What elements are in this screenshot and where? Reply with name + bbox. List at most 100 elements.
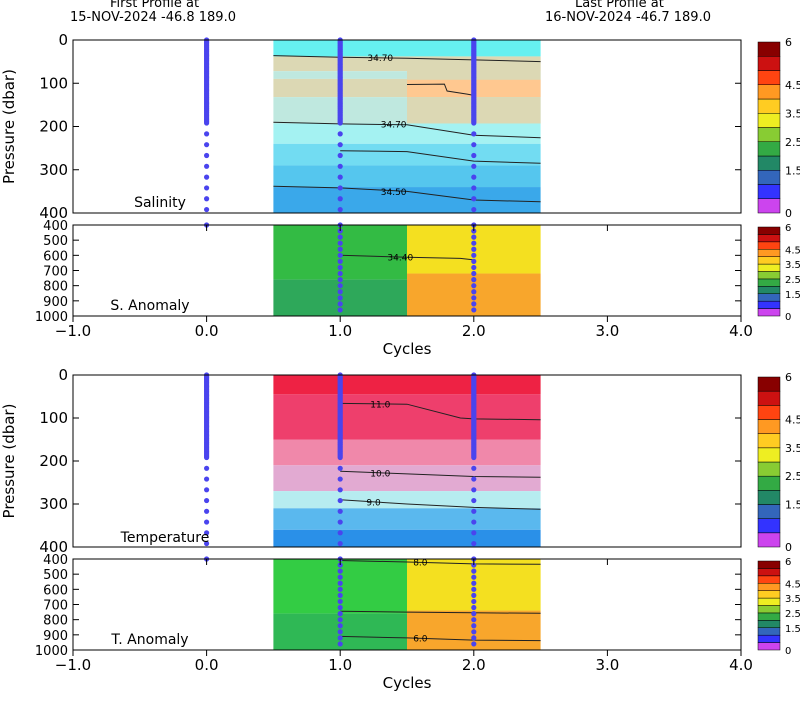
profile-dot	[337, 174, 343, 180]
contour-line	[340, 254, 474, 261]
colorbar-cell	[757, 447, 781, 463]
contour-line	[273, 185, 541, 203]
colorbar-tick-label: 0	[785, 207, 792, 220]
profile-dot	[337, 604, 343, 611]
x-tick-label: 2.0	[462, 322, 486, 340]
colorbar-tick-label: 3.5	[785, 107, 800, 120]
colorbar-tick-label: 2.5	[785, 470, 800, 483]
colorbar-cell	[757, 141, 781, 157]
profile-dot	[471, 586, 477, 592]
last-profile-title: Last Profile at	[575, 0, 664, 11]
colorbar-cell	[757, 575, 781, 584]
contour-label: 6.0	[413, 634, 428, 644]
colorbar-cell	[757, 170, 781, 185]
contour-line	[340, 560, 541, 565]
x-tick-label: −1.0	[55, 656, 91, 674]
colorbar-cell	[757, 263, 781, 272]
colorbar-cell	[757, 532, 781, 548]
profile-dot	[337, 641, 343, 647]
colorbar-cell	[757, 475, 781, 491]
y-tick-label: 400	[39, 538, 68, 556]
profile-dot	[337, 252, 343, 258]
profile-dot	[204, 131, 210, 137]
profile-dot	[471, 142, 477, 148]
contour-label: 8.0	[413, 559, 428, 569]
profile-dot	[337, 142, 343, 148]
y-tick-label: 1000	[35, 644, 68, 659]
colorbar-cell	[757, 249, 781, 257]
colorbar-cell	[757, 583, 781, 591]
colorbar-tick-label: 6	[785, 36, 792, 49]
profile-dot	[471, 530, 477, 536]
profile-dot	[337, 185, 343, 191]
profile-dot	[471, 568, 477, 574]
color-band	[273, 465, 541, 492]
profile-dot	[337, 598, 343, 605]
profile-dot	[337, 295, 343, 301]
colorbar-cell	[757, 376, 781, 392]
colorbar-cell	[757, 390, 781, 406]
profile-dot	[204, 196, 210, 202]
colorbar-cell	[757, 504, 781, 519]
y-tick-label: 800	[43, 614, 68, 629]
colorbar-cell	[757, 300, 781, 309]
profile-dot	[471, 497, 477, 504]
profile-dot	[471, 240, 477, 246]
profile-dot	[204, 120, 210, 126]
profile-dot	[337, 497, 343, 504]
colorbar-tick-label: 1.5	[785, 499, 800, 512]
colorbar-cell	[757, 198, 781, 214]
last-profile-info: 16-NOV-2024 -46.7 189.0	[545, 10, 711, 25]
profile-dot	[471, 540, 477, 547]
x-tick-label: 0.0	[195, 656, 219, 674]
y-tick-label: 700	[43, 599, 68, 614]
contour-label: 9.0	[366, 498, 381, 508]
colorbar-tick-label: 0	[785, 646, 791, 657]
profile-dot	[337, 611, 343, 617]
profile-dot	[471, 196, 477, 202]
profile-dot	[204, 454, 210, 461]
y-axis-label: Pressure (dbar)	[0, 404, 18, 519]
colorbar-tick-label: 4.5	[785, 414, 800, 427]
colorbar-cell	[757, 98, 781, 114]
profile-dot	[471, 277, 477, 283]
profile-dot	[204, 206, 210, 213]
colorbar-tick-label: 4.5	[785, 79, 800, 92]
colorbar-cell	[757, 612, 781, 621]
contour-line	[340, 635, 541, 642]
colorbar-tick-label: 1.5	[785, 290, 800, 301]
contour-label: 10.0	[370, 470, 390, 480]
profile-dot	[471, 246, 477, 252]
profile-dot	[471, 623, 477, 629]
contour-line	[340, 150, 541, 164]
profile-dot	[337, 264, 343, 271]
profile-dot	[471, 120, 477, 126]
profile-dot	[337, 152, 343, 159]
profile-dot	[471, 611, 477, 617]
colorbar-tick-label: 2.5	[785, 609, 800, 620]
profile-dot	[471, 635, 477, 641]
colorbar-cell	[757, 560, 781, 569]
contour-label: 34.50	[381, 188, 407, 198]
y-tick-label: 200	[39, 452, 68, 470]
profile-dot	[337, 580, 343, 586]
contour-label: 34.40	[387, 254, 413, 264]
profile-dot	[204, 540, 210, 547]
profile-dot	[337, 540, 343, 547]
profile-dot	[337, 508, 343, 514]
x-tick-label: −1.0	[55, 322, 91, 340]
profile-dot	[337, 629, 343, 635]
profile-dot	[337, 258, 343, 264]
color-band	[273, 508, 541, 530]
color-band	[273, 225, 407, 280]
x-tick-label: 3.0	[595, 322, 619, 340]
profile-dot	[337, 574, 343, 580]
colorbar-cell	[757, 41, 781, 57]
profile-dot	[337, 617, 343, 623]
profile-dot	[204, 519, 210, 525]
colorbar-tick-label: 3.5	[785, 260, 800, 271]
y-tick-label: 300	[39, 161, 68, 179]
profile-dot	[337, 196, 343, 202]
y-tick-label: 700	[43, 265, 68, 280]
